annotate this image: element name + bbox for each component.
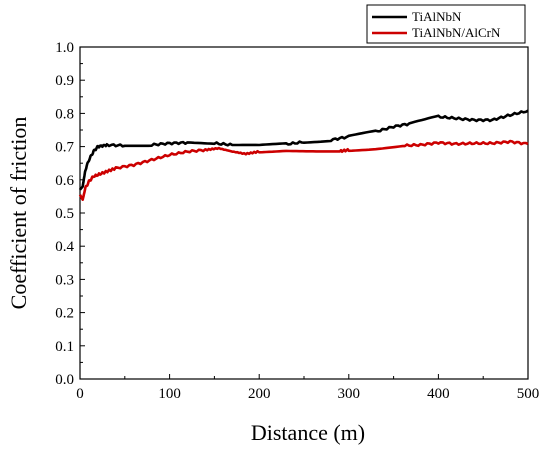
y-tick-label: 0.7 — [55, 140, 74, 156]
plot-marks: 0.0 0.1 0.2 0.3 0.4 0.5 0.6 0.7 0.8 0.9 1.0 0 100 200… — [6, 4, 540, 445]
y-tick-label: 0.6 — [55, 173, 74, 189]
x-tick-label: 500 — [517, 386, 540, 402]
x-tick-label: 200 — [248, 386, 271, 402]
y-tick-label: 0.9 — [55, 73, 74, 89]
x-tick-label: 0 — [76, 386, 84, 402]
legend-label: TiAlNbN — [412, 9, 462, 24]
y-tick-label: 1.0 — [55, 40, 74, 56]
y-tick-label: 0.1 — [55, 339, 74, 355]
y-tick-label: 0.8 — [55, 106, 74, 122]
legend-label: TiAlNbN/AlCrN — [412, 25, 501, 40]
x-tick-label: 400 — [427, 386, 450, 402]
x-tick-label: 300 — [338, 386, 361, 402]
series-line-tialnbn — [78, 109, 529, 191]
y-tick-label: 0.3 — [55, 272, 74, 288]
y-axis-title: Coefficient of friction — [6, 117, 31, 310]
series-line-tialnbn-alcrn — [78, 139, 529, 201]
y-tick-label: 0.5 — [55, 206, 74, 222]
y-tick-label: 0.4 — [55, 239, 74, 255]
y-tick-label: 0.2 — [55, 306, 74, 322]
legend-box — [366, 4, 526, 44]
x-axis-title: Distance (m) — [251, 420, 365, 445]
x-tick-label: 100 — [158, 386, 181, 402]
plot-frame — [79, 46, 529, 380]
y-tick-label: 0.0 — [55, 372, 74, 388]
